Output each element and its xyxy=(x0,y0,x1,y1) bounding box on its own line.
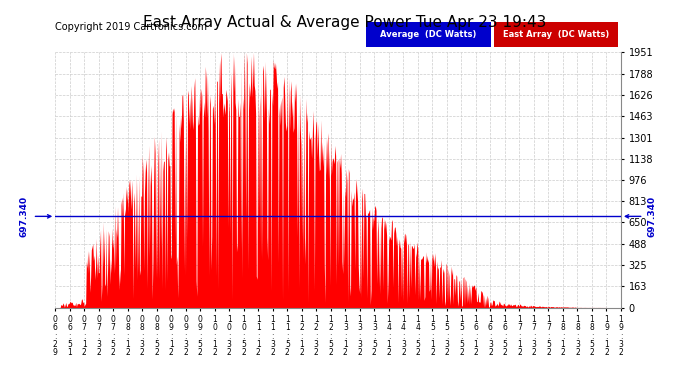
Text: Average  (DC Watts): Average (DC Watts) xyxy=(380,30,477,39)
Text: East Array Actual & Average Power Tue Apr 23 19:43: East Array Actual & Average Power Tue Ap… xyxy=(144,15,546,30)
FancyBboxPatch shape xyxy=(366,22,491,47)
Text: Copyright 2019 Cartronics.com: Copyright 2019 Cartronics.com xyxy=(55,22,207,32)
Text: 697.340: 697.340 xyxy=(648,196,657,237)
FancyBboxPatch shape xyxy=(493,22,618,47)
Text: East Array  (DC Watts): East Array (DC Watts) xyxy=(503,30,609,39)
Text: 697.340: 697.340 xyxy=(19,196,28,237)
